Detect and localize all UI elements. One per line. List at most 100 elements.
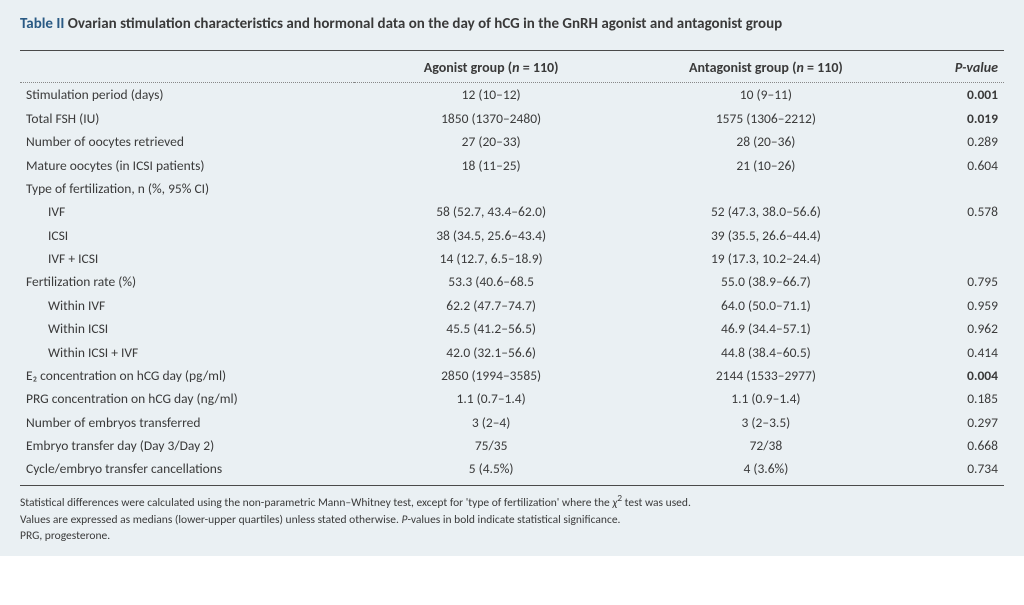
col-antagonist-pre: Antagonist group (: [689, 59, 796, 76]
row-label: Embryo transfer day (Day 3/Day 2): [20, 434, 354, 457]
col-agonist: Agonist group (n = 110): [354, 51, 629, 83]
row-agonist-value: 14 (12.7, 6.5–18.9): [354, 247, 629, 270]
table-row: Number of oocytes retrieved27 (20–33)28 …: [20, 130, 1004, 153]
row-label: Mature oocytes (in ICSI patients): [20, 153, 354, 176]
row-label: Cycle/embryo transfer cancellations: [20, 457, 354, 486]
row-agonist-value: 5 (4.5%): [354, 457, 629, 486]
row-agonist-value: 42.0 (32.1–56.6): [354, 340, 629, 363]
col-antagonist-n: n: [796, 59, 803, 76]
row-label: IVF: [20, 200, 354, 223]
row-label: Fertilization rate (%): [20, 270, 354, 293]
table-row: Stimulation period (days)12 (10–12)10 (9…: [20, 83, 1004, 107]
row-agonist-value: 38 (34.5, 25.6–43.4): [354, 224, 629, 247]
row-label: IVF + ICSI: [20, 247, 354, 270]
table-row: PRG concentration on hCG day (ng/ml)1.1 …: [20, 387, 1004, 410]
row-antagonist-value: 2144 (1533–2977): [628, 364, 903, 387]
row-pvalue: 0.578: [903, 200, 1004, 223]
row-label: Total FSH (IU): [20, 107, 354, 130]
row-antagonist-value: 46.9 (34.4–57.1): [628, 317, 903, 340]
footnote-2a: Values are expressed as medians (lower-u…: [20, 513, 401, 527]
row-pvalue: 0.019: [903, 107, 1004, 130]
row-antagonist-value: 21 (10–26): [628, 153, 903, 176]
row-antagonist-value: 3 (2–3.5): [628, 411, 903, 434]
row-pvalue: 0.004: [903, 364, 1004, 387]
row-label: Within IVF: [20, 294, 354, 317]
table-row: Within ICSI + IVF42.0 (32.1–56.6)44.8 (3…: [20, 340, 1004, 363]
col-empty: [20, 51, 354, 83]
row-pvalue: 0.185: [903, 387, 1004, 410]
table-row: IVF58 (52.7, 43.4–62.0)52 (47.3, 38.0–56…: [20, 200, 1004, 223]
row-pvalue: 0.668: [903, 434, 1004, 457]
table-body: Stimulation period (days)12 (10–12)10 (9…: [20, 83, 1004, 486]
row-pvalue: [903, 224, 1004, 247]
row-agonist-value: [354, 177, 629, 200]
row-pvalue: 0.414: [903, 340, 1004, 363]
row-antagonist-value: 72/38: [628, 434, 903, 457]
row-pvalue: 0.795: [903, 270, 1004, 293]
table-row: IVF + ICSI14 (12.7, 6.5–18.9)19 (17.3, 1…: [20, 247, 1004, 270]
footnote-2: Values are expressed as medians (lower-u…: [20, 513, 1004, 529]
row-pvalue: 0.297: [903, 411, 1004, 434]
row-pvalue: 0.001: [903, 83, 1004, 107]
row-agonist-value: 3 (2–4): [354, 411, 629, 434]
table-label: Table II: [20, 15, 64, 33]
row-antagonist-value: 39 (35.5, 26.6–44.4): [628, 224, 903, 247]
row-pvalue: 0.959: [903, 294, 1004, 317]
row-antagonist-value: 55.0 (38.9–66.7): [628, 270, 903, 293]
table-row: ICSI38 (34.5, 25.6–43.4)39 (35.5, 26.6–4…: [20, 224, 1004, 247]
row-label: Within ICSI + IVF: [20, 340, 354, 363]
table-container: Table II Ovarian stimulation characteris…: [0, 0, 1024, 556]
row-antagonist-value: 64.0 (50.0–71.1): [628, 294, 903, 317]
row-antagonist-value: 10 (9–11): [628, 83, 903, 107]
row-pvalue: [903, 247, 1004, 270]
row-label: Number of embryos transferred: [20, 411, 354, 434]
row-pvalue: 0.962: [903, 317, 1004, 340]
table-row: E₂ concentration on hCG day (pg/ml)2850 …: [20, 364, 1004, 387]
row-antagonist-value: 1.1 (0.9–1.4): [628, 387, 903, 410]
row-pvalue: 0.604: [903, 153, 1004, 176]
row-label: E₂ concentration on hCG day (pg/ml): [20, 364, 354, 387]
row-agonist-value: 75/35: [354, 434, 629, 457]
table-footnotes: Statistical differences were calculated …: [20, 492, 1004, 544]
table-row: Mature oocytes (in ICSI patients)18 (11–…: [20, 153, 1004, 176]
table-header-row: Agonist group (n = 110) Antagonist group…: [20, 51, 1004, 83]
table-row: Fertilization rate (%)53.3 (40.6–68.555.…: [20, 270, 1004, 293]
table-title-text: Ovarian stimulation characteristics and …: [68, 15, 782, 33]
col-agonist-post: = 110): [520, 59, 559, 76]
col-antagonist-post: = 110): [804, 59, 843, 76]
footnote-3: PRG, progesterone.: [20, 529, 1004, 545]
table-title: Table II Ovarian stimulation characteris…: [20, 14, 1004, 34]
table-row: Cycle/embryo transfer cancellations5 (4.…: [20, 457, 1004, 486]
table-row: Number of embryos transferred3 (2–4)3 (2…: [20, 411, 1004, 434]
row-agonist-value: 53.3 (40.6–68.5: [354, 270, 629, 293]
table-row: Type of fertilization, n (%, 95% CI): [20, 177, 1004, 200]
row-agonist-value: 12 (10–12): [354, 83, 629, 107]
data-table: Agonist group (n = 110) Antagonist group…: [20, 50, 1004, 486]
col-agonist-n: n: [512, 59, 519, 76]
row-agonist-value: 27 (20–33): [354, 130, 629, 153]
footnote-2c: -values in bold indicate statistical sig…: [407, 513, 620, 527]
row-label: Stimulation period (days): [20, 83, 354, 107]
row-agonist-value: 58 (52.7, 43.4–62.0): [354, 200, 629, 223]
footnote-1b: test was used.: [622, 496, 691, 510]
row-label: ICSI: [20, 224, 354, 247]
row-antagonist-value: [628, 177, 903, 200]
footnote-1a: Statistical differences were calculated …: [20, 496, 612, 510]
row-agonist-value: 1850 (1370–2480): [354, 107, 629, 130]
row-agonist-value: 2850 (1994–3585): [354, 364, 629, 387]
row-agonist-value: 1.1 (0.7–1.4): [354, 387, 629, 410]
row-agonist-value: 18 (11–25): [354, 153, 629, 176]
table-row: Within ICSI45.5 (41.2–56.5)46.9 (34.4–57…: [20, 317, 1004, 340]
row-antagonist-value: 44.8 (38.4–60.5): [628, 340, 903, 363]
col-agonist-pre: Agonist group (: [424, 59, 512, 76]
row-antagonist-value: 52 (47.3, 38.0–56.6): [628, 200, 903, 223]
col-pvalue: P-value: [903, 51, 1004, 83]
row-label: Within ICSI: [20, 317, 354, 340]
row-antagonist-value: 28 (20–36): [628, 130, 903, 153]
footnote-1: Statistical differences were calculated …: [20, 492, 1004, 511]
row-pvalue: [903, 177, 1004, 200]
row-agonist-value: 45.5 (41.2–56.5): [354, 317, 629, 340]
table-row: Embryo transfer day (Day 3/Day 2)75/3572…: [20, 434, 1004, 457]
table-row: Total FSH (IU)1850 (1370–2480)1575 (1306…: [20, 107, 1004, 130]
row-antagonist-value: 19 (17.3, 10.2–24.4): [628, 247, 903, 270]
